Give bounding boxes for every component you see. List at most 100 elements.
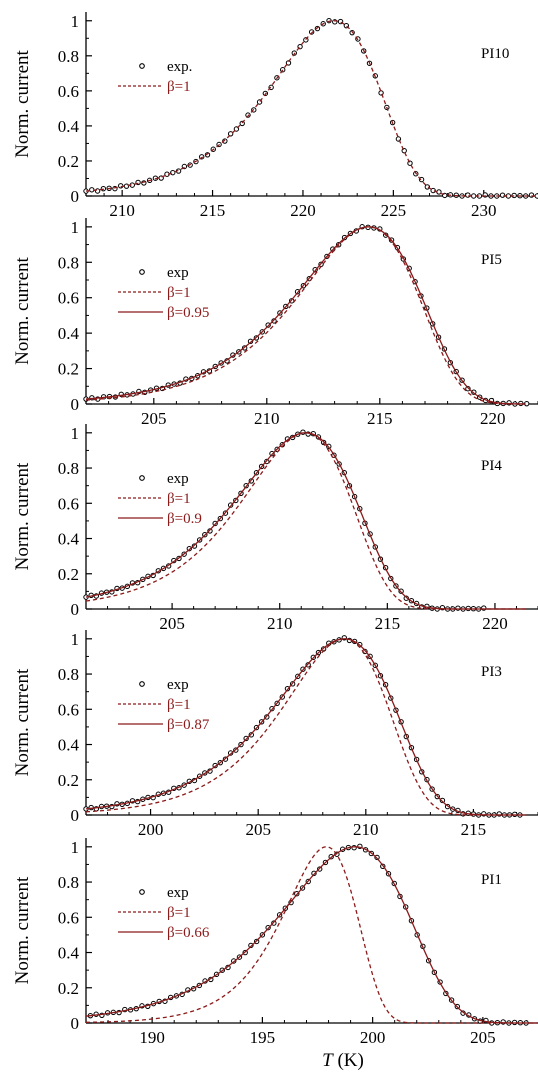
y-tick-label: 0.4 — [58, 117, 80, 136]
x-tick-label: 195 — [250, 1028, 276, 1047]
y-tick-label: 0.2 — [58, 771, 79, 790]
legend-swatch-exp — [140, 682, 145, 687]
series-line-dashed — [86, 21, 537, 196]
legend-label: β=1 — [167, 905, 191, 921]
y-tick-label: 1 — [71, 630, 80, 649]
x-tick-label: 230 — [471, 201, 497, 220]
y-tick-label: 0.2 — [58, 979, 79, 998]
y-axis-label: Norm. current — [12, 668, 33, 776]
data-point — [513, 812, 517, 816]
data-point — [124, 184, 128, 188]
panel-pi4: 0 0.2 0.4 0.6 0.8 1 205 210 215 220 Norm. current P… — [12, 424, 538, 633]
legend-swatch-exp — [140, 270, 145, 275]
y-tick-label: 0.8 — [58, 665, 79, 684]
legend-label: β=0.66 — [167, 925, 210, 941]
x-tick-label: 200 — [138, 820, 164, 839]
x-tick-label: 220 — [290, 201, 316, 220]
panel-label: PI1 — [481, 872, 502, 888]
y-tick-label: 1 — [71, 12, 80, 31]
legend-label: exp — [167, 471, 189, 487]
x-tick-label: 200 — [360, 1028, 386, 1047]
series-exp — [84, 636, 522, 818]
x-tick-label: 225 — [381, 201, 407, 220]
x-tick-label: 210 — [254, 409, 280, 428]
y-axis-label: Norm. current — [12, 49, 33, 157]
panel-pi10: 0 0.2 0.4 0.6 0.8 1 210 215 220 225 230 Norm. curre… — [12, 12, 538, 220]
legend-label: β=1 — [167, 491, 191, 507]
y-tick-label: 0.4 — [58, 324, 80, 343]
y-axis-label: Norm. current — [12, 256, 33, 364]
y-tick-label: 0.6 — [58, 700, 79, 719]
x-tick-label: 215 — [367, 409, 393, 428]
legend-label: β=1 — [167, 285, 191, 301]
legend-swatch-exp — [140, 64, 145, 69]
y-tick-label: 0.8 — [58, 873, 79, 892]
y-tick-label: 0.4 — [58, 944, 80, 963]
x-axis-label-unit: (K) — [333, 1050, 364, 1071]
y-tick-label: 0.4 — [58, 530, 80, 549]
y-tick-label: 0 — [71, 806, 80, 825]
legend-swatch-exp — [140, 890, 145, 895]
x-tick-label: 215 — [461, 820, 487, 839]
series-exp — [84, 225, 529, 407]
legend-label: exp — [167, 677, 189, 693]
x-axis-label: T (K) — [322, 1050, 364, 1071]
y-tick-label: 0 — [71, 1014, 80, 1033]
y-tick-label: 0.6 — [58, 82, 79, 101]
y-tick-label: 1 — [71, 838, 80, 857]
x-tick-label: 205 — [141, 409, 167, 428]
y-tick-label: 0.2 — [58, 360, 79, 379]
series-line-dashed — [86, 433, 526, 609]
y-tick-label: 0 — [71, 600, 80, 619]
y-tick-label: 0.2 — [58, 565, 79, 584]
series-line-solid — [86, 433, 526, 609]
x-tick-label: 205 — [470, 1028, 496, 1047]
legend-label: exp — [167, 885, 189, 901]
y-tick-label: 0.6 — [58, 908, 79, 927]
legend-label: β=1 — [167, 697, 191, 713]
legend-label: exp — [167, 265, 189, 281]
y-tick-label: 0.4 — [58, 736, 80, 755]
data-point — [456, 606, 460, 610]
x-tick-label: 210 — [353, 820, 379, 839]
x-tick-label: 220 — [480, 409, 506, 428]
data-point — [500, 193, 504, 197]
x-tick-label: 210 — [267, 614, 293, 633]
y-tick-label: 0.6 — [58, 289, 79, 308]
data-point — [95, 189, 99, 193]
panel-label: PI4 — [481, 458, 502, 474]
y-tick-label: 1 — [71, 424, 80, 443]
y-tick-label: 1 — [71, 218, 80, 237]
x-tick-label: 210 — [109, 201, 135, 220]
series-line-solid — [86, 227, 526, 404]
x-tick-label: 215 — [200, 201, 226, 220]
legend-label: β=0.95 — [167, 305, 209, 321]
x-tick-label: 205 — [245, 820, 271, 839]
y-tick-label: 0.6 — [58, 494, 79, 513]
panel-label: PI3 — [481, 664, 502, 680]
series-line-solid — [86, 639, 526, 815]
panel-pi1: 0 0.2 0.4 0.6 0.8 1 190 195 200 205 Norm. current P… — [12, 838, 538, 1047]
data-point — [119, 184, 123, 188]
series-exp — [88, 844, 528, 1025]
x-tick-label: 205 — [159, 614, 185, 633]
legend-label: exp. — [167, 59, 192, 75]
panel-pi5: 0 0.2 0.4 0.6 0.8 1 205 210 215 220 Norm. current P… — [12, 218, 538, 428]
y-axis-label: Norm. current — [12, 876, 33, 984]
y-tick-label: 0 — [71, 395, 80, 414]
legend-label: β=0.9 — [167, 511, 202, 527]
x-tick-label: 215 — [375, 614, 401, 633]
panel-label: PI5 — [481, 252, 502, 268]
x-tick-label: 190 — [139, 1028, 165, 1047]
y-tick-label: 0.8 — [58, 47, 79, 66]
panel-pi3: 0 0.2 0.4 0.6 0.8 1 200 205 210 215 Norm. current P… — [12, 630, 538, 839]
y-tick-label: 0.8 — [58, 459, 79, 478]
series-exp — [84, 430, 486, 611]
x-tick-label: 220 — [482, 614, 508, 633]
series-exp — [84, 18, 538, 198]
y-tick-label: 0.2 — [58, 152, 79, 171]
legend-label: β=1 — [167, 79, 191, 95]
y-tick-label: 0 — [71, 187, 80, 206]
y-axis-label: Norm. current — [12, 462, 33, 570]
